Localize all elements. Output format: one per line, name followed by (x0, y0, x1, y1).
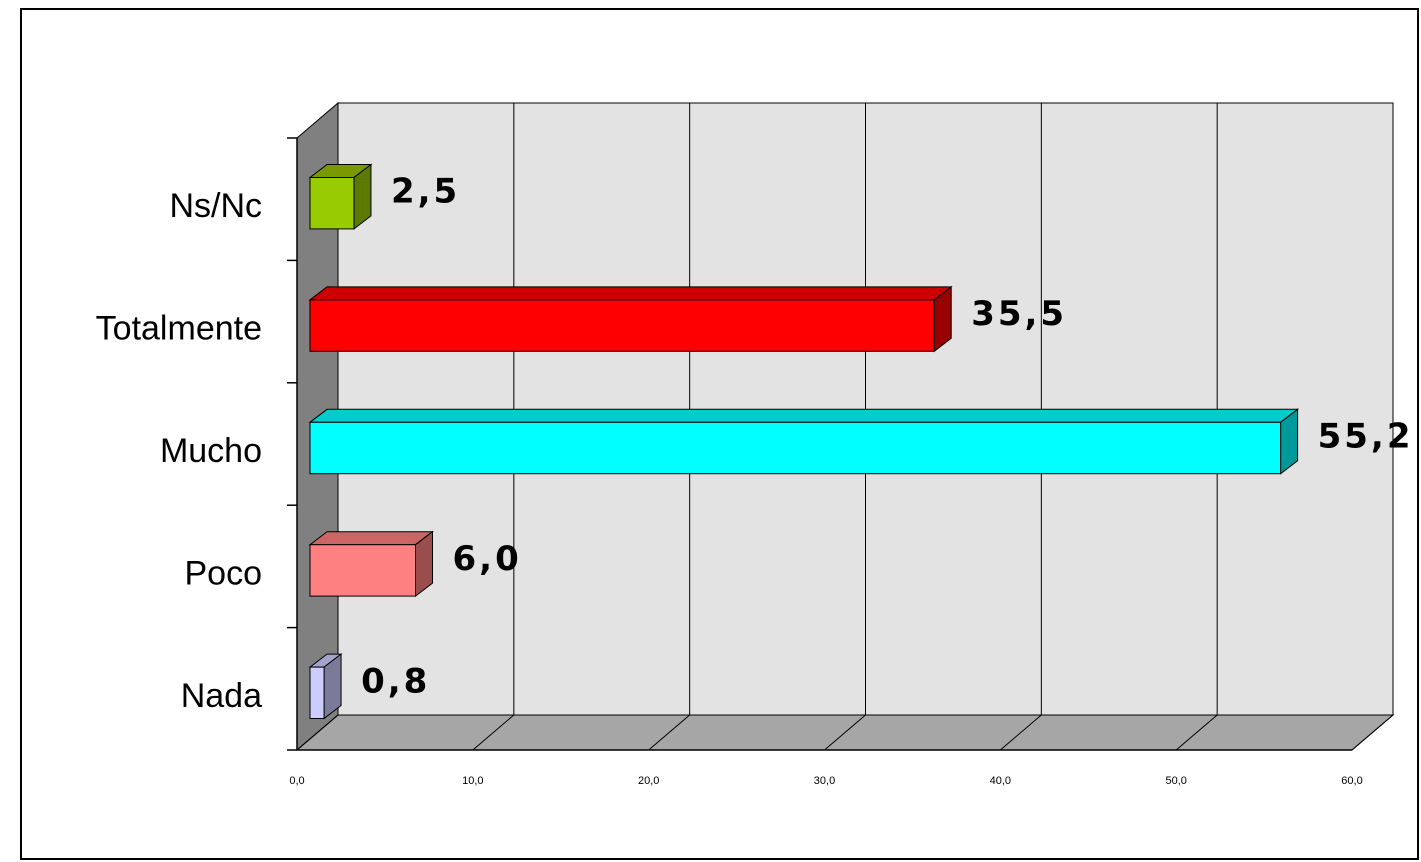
bar (309, 421, 1282, 475)
bar (309, 176, 355, 230)
category-label: Ns/Nc (169, 187, 262, 225)
x-tick-label: 30,0 (814, 775, 835, 787)
floor-gridline (824, 714, 866, 751)
x-tick-label: 20,0 (638, 775, 659, 787)
floor-gridline (296, 714, 339, 751)
category-label: Totalmente (96, 310, 262, 348)
x-tick-label: 50,0 (1165, 775, 1186, 787)
data-label: 6,0 (453, 539, 522, 579)
bar-top (308, 531, 434, 546)
x-tick-label: 0,0 (289, 775, 304, 787)
floor-gridline (472, 714, 515, 751)
category-label: Nada (181, 677, 262, 715)
bar (309, 666, 325, 720)
bar-top (308, 408, 1300, 423)
bar (309, 544, 416, 597)
floor-gridline (1175, 714, 1218, 751)
data-label: 0,8 (361, 661, 430, 701)
bar-top (308, 286, 953, 301)
data-label: 55,2 (1318, 417, 1414, 457)
data-label: 2,5 (391, 172, 460, 212)
floor-gridline (1351, 714, 1394, 751)
x-tick-label: 10,0 (462, 775, 483, 787)
floor-gridline (1000, 714, 1042, 751)
data-label: 35,5 (971, 294, 1067, 334)
category-label: Poco (185, 554, 263, 592)
x-tick-label: 60,0 (1341, 775, 1362, 787)
floor-gridline (648, 714, 690, 751)
x-tick-label: 40,0 (990, 775, 1011, 787)
category-label: Mucho (160, 432, 262, 470)
bar (309, 299, 935, 352)
